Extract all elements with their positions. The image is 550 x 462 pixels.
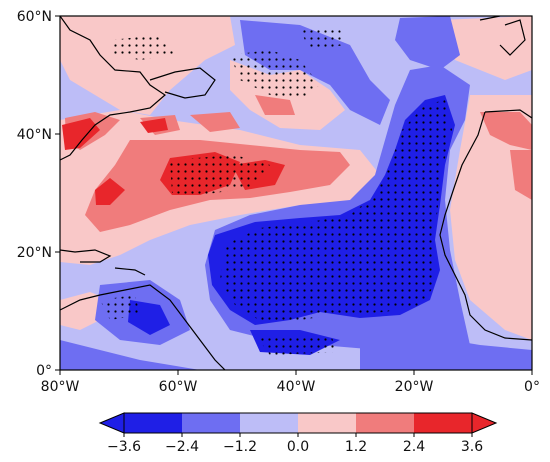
significance-stippling xyxy=(100,30,452,355)
colorbar-bin xyxy=(414,413,473,433)
latitude-axis: 60°N 40°N 20°N 0° xyxy=(17,9,60,379)
colorbar-min-extension xyxy=(98,412,125,434)
lat-tick-label: 20°N xyxy=(17,245,52,261)
colorbar-tick-label: −1.2 xyxy=(223,439,257,455)
colorbar-bin xyxy=(124,413,183,433)
lon-tick-label: 0° xyxy=(524,379,540,395)
lat-tick-label: 40°N xyxy=(17,127,52,143)
colorbar-tick-label: 0.0 xyxy=(287,439,309,455)
colorbar-bin xyxy=(240,413,299,433)
lon-tick-label: 40°W xyxy=(277,379,316,395)
longitude-axis: 80°W 60°W 40°W 20°W 0° xyxy=(41,370,540,395)
colorbar-tick-label: 1.2 xyxy=(345,439,367,455)
colorbar: −3.6 −2.4 −1.2 0.0 1.2 2.4 3.6 xyxy=(98,412,498,455)
lat-tick-label: 0° xyxy=(36,363,52,379)
map-panel xyxy=(60,16,532,370)
colorbar-tick-label: 3.6 xyxy=(461,439,483,455)
lon-tick-label: 60°W xyxy=(159,379,198,395)
colorbar-bin xyxy=(298,413,357,433)
colorbar-tick-label: −3.6 xyxy=(107,439,141,455)
colorbar-bin xyxy=(182,413,241,433)
lon-tick-label: 80°W xyxy=(41,379,80,395)
colorbar-tick-label: 2.4 xyxy=(403,439,425,455)
colorbar-ticks: −3.6 −2.4 −1.2 0.0 1.2 2.4 3.6 xyxy=(107,433,483,455)
colorbar-tick-label: −2.4 xyxy=(165,439,199,455)
lon-tick-label: 20°W xyxy=(395,379,434,395)
coastlines xyxy=(60,16,532,370)
colorbar-max-extension xyxy=(471,412,498,434)
colorbar-bins xyxy=(124,413,473,433)
colorbar-bin xyxy=(356,413,415,433)
lat-tick-label: 60°N xyxy=(17,9,52,25)
